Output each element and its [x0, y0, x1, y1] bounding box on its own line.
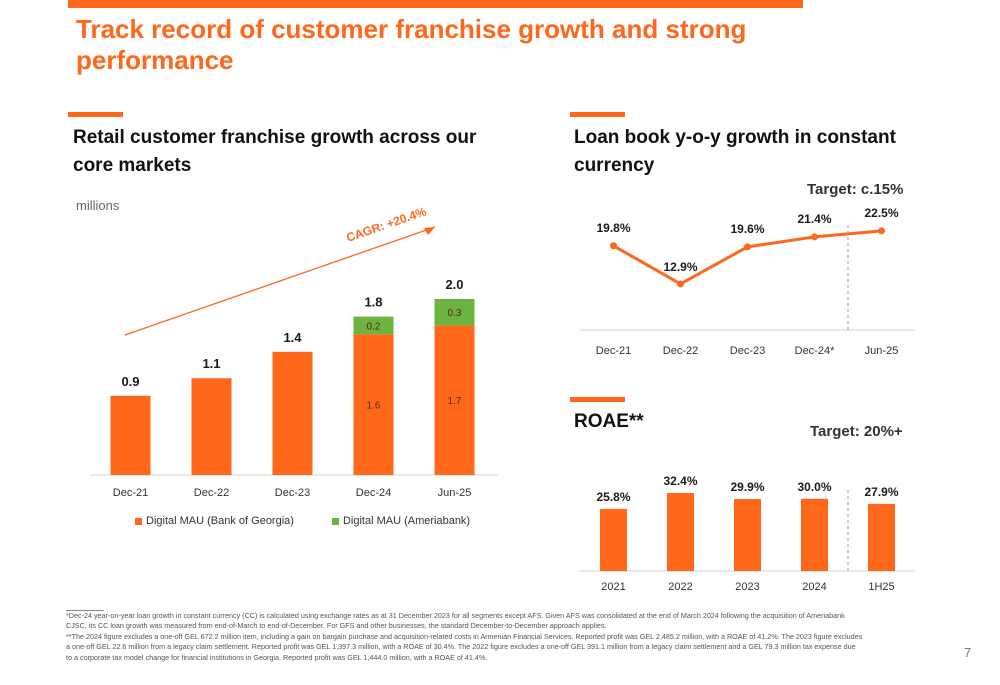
bar: [801, 498, 828, 571]
x-tick-label: Jun-25: [865, 345, 899, 357]
loan-growth-chart: 19.8% Dec-21 12.9% Dec-22 19.6% Dec-23 21.4% De…: [580, 206, 915, 357]
x-tick-label: Dec-22: [663, 345, 698, 357]
footnote-line: a one-off GEL 22.6 million from a legacy…: [66, 642, 856, 652]
franchise-legend: Digital MAU (Bank of Georgia) Digital MA…: [135, 515, 470, 527]
x-tick-label: 2024: [802, 581, 826, 593]
cagr-arrow-head: [424, 227, 435, 235]
roae-accent-bar: [570, 397, 625, 402]
bar-total-label: 0.9: [121, 374, 139, 389]
x-tick-label: 1H25: [868, 581, 894, 593]
loan-heading: Loan book y-o-y growth in constant curre…: [574, 127, 896, 176]
x-tick-label: Dec-23: [730, 345, 765, 357]
bar-segment-label: 1.7: [448, 396, 462, 407]
cagr-label: CAGR: +20.4%: [344, 204, 428, 245]
legend-swatch-orange: [135, 517, 142, 525]
data-label: 32.4%: [663, 474, 697, 488]
legend-item-bank-of-georgia: Digital MAU (Bank of Georgia): [135, 515, 294, 527]
data-label: 21.4%: [797, 212, 831, 226]
loan-target-label: Target: c.15%: [807, 181, 904, 198]
slide-title: Track record of customer franchise growt…: [76, 14, 747, 75]
bar: [667, 493, 694, 571]
x-tick-label: Dec-21: [596, 345, 631, 357]
top-accent-bar: [68, 0, 803, 8]
footnote-line: *Dec-24 year-on-year loan growth in cons…: [66, 611, 845, 620]
bar-segment: [434, 325, 475, 475]
bar-segment: [110, 395, 151, 475]
bar: [600, 508, 627, 571]
data-label: 12.9%: [663, 260, 697, 274]
legend-label: Digital MAU (Bank of Georgia): [146, 515, 294, 527]
bar-segment-label: 0.2: [367, 321, 381, 332]
page-number: 7: [964, 645, 972, 660]
bar-segment: [353, 316, 394, 335]
bar: [734, 499, 761, 571]
bar-segment: [353, 334, 394, 475]
data-point: [878, 227, 885, 235]
bar-segment: [272, 351, 313, 475]
data-label: 25.8%: [596, 490, 630, 504]
x-tick-label: Dec-24: [356, 487, 391, 499]
roae-chart: 25.8% 2021 32.4% 2022 29.9% 2023 30.0% 2024 27.9…: [580, 474, 915, 593]
x-tick-label: 2021: [601, 581, 625, 593]
franchise-units-label: millions: [76, 198, 120, 213]
footnote-line: **The 2024 figure excludes a one-off GEL…: [66, 631, 863, 641]
bar-total-label: 2.0: [445, 277, 463, 292]
data-point: [811, 233, 818, 241]
bar: [868, 503, 895, 571]
data-label: 19.8%: [596, 221, 630, 235]
data-label: 19.6%: [730, 222, 764, 236]
x-tick-label: Dec-21: [113, 487, 148, 499]
bar-segment-label: 1.6: [367, 401, 381, 412]
x-tick-label: Dec-23: [275, 487, 310, 499]
legend-item-ameriabank: Digital MAU (Ameriabank): [331, 515, 471, 527]
data-label: 22.5%: [864, 206, 898, 220]
x-tick-label: 2023: [735, 581, 759, 593]
footnote-line: to a corporate tax model change for fina…: [66, 652, 488, 662]
roae-target-label: Target: 20%+: [810, 423, 903, 440]
franchise-heading: Retail customer franchise growth across …: [73, 127, 477, 176]
footnote-line: CJSC, its CC loan growth was measured fr…: [66, 621, 607, 631]
bar-segment: [434, 299, 475, 326]
bar-segment: [191, 378, 232, 475]
bar-total-label: 1.4: [283, 330, 302, 345]
loan-accent-bar: [570, 112, 625, 117]
bar-total-label: 1.8: [364, 295, 382, 310]
series-line: [612, 229, 882, 286]
legend-label: Digital MAU (Ameriabank): [342, 515, 471, 527]
x-tick-label: 2022: [668, 581, 692, 593]
data-label: 29.9%: [730, 480, 764, 494]
bar-total-label: 1.1: [202, 356, 220, 371]
data-label: 30.0%: [797, 480, 831, 494]
data-point: [744, 243, 751, 251]
data-point: [610, 242, 617, 250]
data-label: 27.9%: [864, 485, 898, 499]
cagr-arrow-line: [124, 226, 436, 336]
legend-swatch-green: [331, 517, 339, 525]
franchise-chart: 0.9 Dec-21 1.1 Dec-22 1.4 Dec-23 1.6 0.2 1.8 Dec-…: [90, 204, 498, 499]
franchise-accent-bar: [68, 112, 123, 117]
data-point: [677, 280, 684, 288]
footnotes: *Dec-24 year-on-year loan growth in cons…: [66, 611, 946, 663]
roae-heading: ROAE**: [574, 411, 644, 432]
bar-segment-label: 0.3: [448, 308, 462, 319]
footnote-divider: [66, 610, 104, 611]
x-tick-label: Dec-24*: [795, 345, 835, 357]
x-tick-label: Dec-22: [194, 487, 229, 499]
x-tick-label: Jun-25: [438, 487, 472, 499]
